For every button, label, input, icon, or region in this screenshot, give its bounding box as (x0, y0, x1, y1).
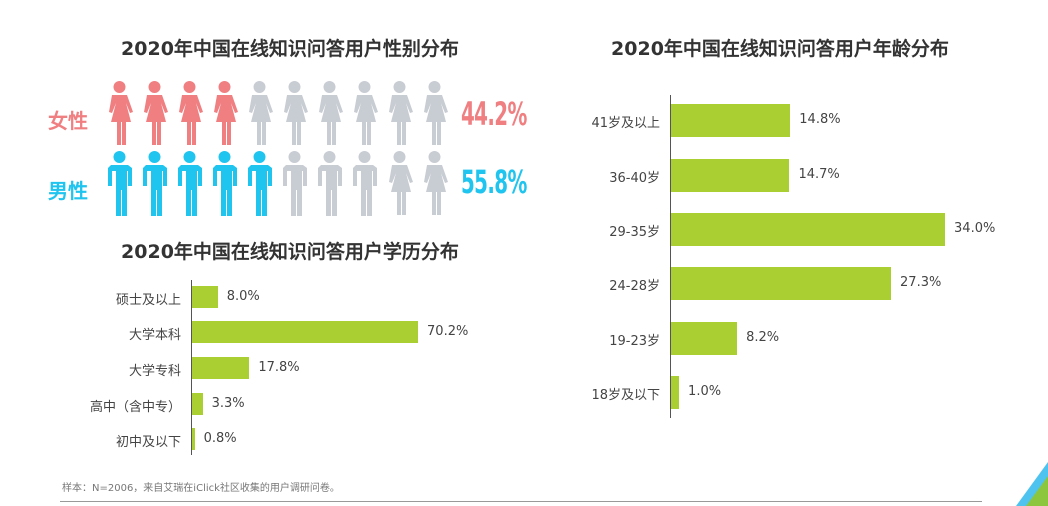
bar (192, 393, 203, 415)
man-icon (318, 151, 342, 216)
corner-decoration (1016, 462, 1048, 506)
category-label: 24-28岁 (609, 279, 660, 294)
bar (671, 158, 790, 192)
woman-icon (109, 81, 133, 145)
woman-icon (179, 81, 203, 145)
bar (192, 321, 419, 343)
woman-icon (354, 81, 378, 145)
male-percent: 55.8% (461, 163, 527, 201)
man-icon (248, 151, 272, 216)
category-label: 18岁及以下 (591, 388, 660, 403)
bar (671, 212, 946, 246)
male-icons (103, 150, 451, 216)
value-label: 0.8% (203, 431, 237, 446)
category-label: 大学本科 (128, 328, 181, 343)
man-icon (178, 151, 202, 216)
man-icon (143, 151, 167, 216)
bar (192, 428, 195, 450)
man-icon (213, 151, 237, 216)
female-label: 女性 (48, 109, 88, 133)
bar (671, 266, 892, 300)
value-label: 17.8% (258, 360, 300, 375)
category-label: 41岁及以上 (591, 116, 660, 131)
value-label: 14.7% (798, 167, 840, 182)
footnote: 样本：N=2006，来自艾瑞在iClick社区收集的用户调研问卷。 (62, 483, 340, 494)
value-label: 8.2% (746, 330, 780, 345)
female-percent: 44.2% (461, 95, 527, 133)
female-icons (103, 80, 451, 146)
bar (671, 103, 791, 137)
man-icon (353, 151, 377, 216)
male-label: 男性 (48, 179, 88, 203)
man-icon (108, 151, 132, 216)
bar (671, 375, 680, 409)
woman-icon (214, 81, 238, 145)
category-label: 硕士及以上 (115, 293, 181, 308)
woman-icon (424, 151, 448, 215)
category-label: 高中（含中专） (89, 400, 181, 415)
y-axis (670, 95, 671, 418)
woman-icon (144, 81, 168, 145)
man-icon (283, 151, 307, 216)
value-label: 27.3% (900, 275, 942, 290)
woman-icon (389, 151, 413, 215)
footer-divider (60, 501, 982, 502)
bar (192, 357, 250, 379)
value-label: 14.8% (799, 112, 841, 127)
category-label: 36-40岁 (609, 171, 660, 186)
woman-icon (249, 81, 273, 145)
value-label: 3.3% (211, 396, 245, 411)
category-label: 初中及以下 (115, 435, 181, 450)
y-axis (191, 280, 192, 455)
value-label: 8.0% (226, 289, 260, 304)
woman-icon (319, 81, 343, 145)
category-label: 29-35岁 (609, 225, 660, 240)
woman-icon (424, 81, 448, 145)
category-label: 19-23岁 (609, 334, 660, 349)
age-title: 2020年中国在线知识问答用户年龄分布 (611, 38, 949, 60)
education-title: 2020年中国在线知识问答用户学历分布 (121, 241, 459, 263)
gender-title: 2020年中国在线知识问答用户性别分布 (121, 38, 459, 60)
value-label: 1.0% (688, 384, 722, 399)
woman-icon (389, 81, 413, 145)
bar (192, 286, 218, 308)
value-label: 34.0% (954, 221, 996, 236)
category-label: 大学专科 (128, 364, 181, 379)
value-label: 70.2% (427, 324, 469, 339)
bar (671, 321, 738, 355)
woman-icon (284, 81, 308, 145)
